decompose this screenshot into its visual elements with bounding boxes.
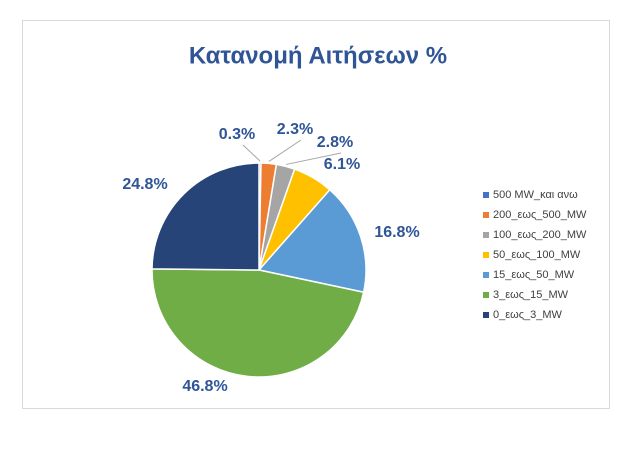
pie-slice [151,268,365,378]
data-label: 2.8% [317,134,353,151]
pie-slice [151,162,260,271]
legend-swatch [483,292,489,298]
legend-swatch [483,232,489,238]
legend-swatch [483,272,489,278]
legend-swatch [483,212,489,218]
legend-swatch [483,252,489,258]
legend-label: 15_εως_50_MW [493,269,575,281]
legend-label: 200_εως_500_MW [493,209,587,221]
legend-label: 0_εως_3_MW [493,309,563,321]
legend-label: 50_εως_100_MW [493,249,581,261]
leader-line [268,139,302,162]
data-label: 6.1% [324,156,360,173]
data-label: 2.3% [277,121,313,138]
legend-label: 500 MW_και ανω [493,189,578,201]
data-label: 16.8% [374,224,419,241]
leader-line [242,144,261,162]
leader-line [286,152,342,165]
pie-slice [257,188,367,294]
legend-label: 100_εως_200_MW [493,229,587,241]
data-label: 24.8% [122,176,167,193]
legend-swatch [483,312,489,318]
data-label: 46.8% [182,378,227,395]
legend-swatch [483,192,489,198]
chart-title: Κατανομή Αιτήσεων % [189,42,447,69]
legend-label: 3_εως_15_MW [493,289,569,301]
data-label: 0.3% [219,126,255,143]
